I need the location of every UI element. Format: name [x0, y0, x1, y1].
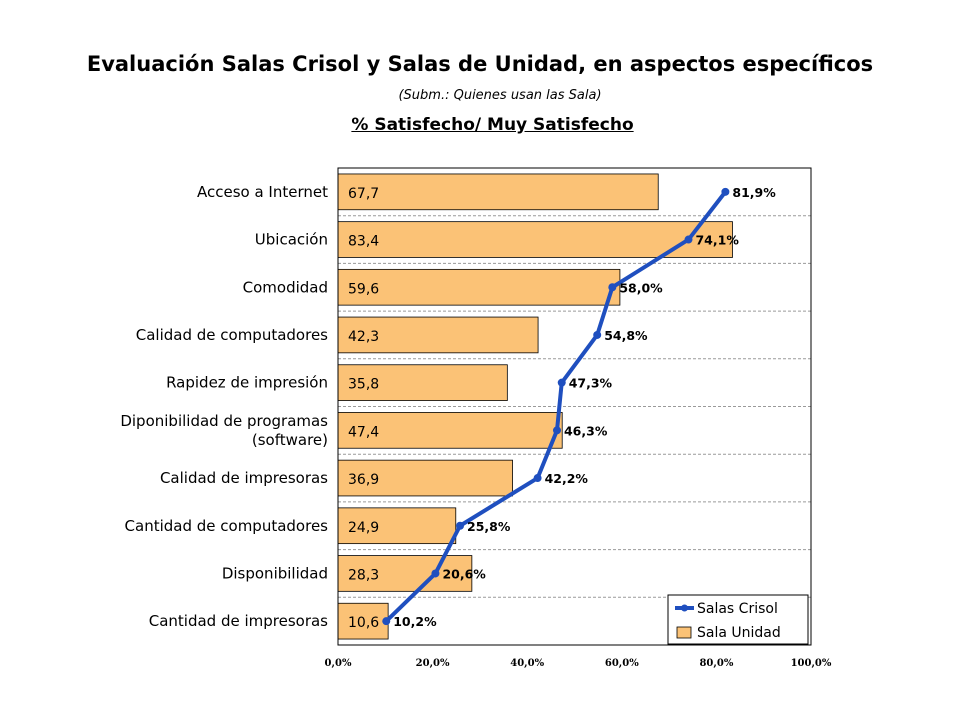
legend-bar-swatch — [676, 626, 692, 639]
bar-value-label: 67,7 — [348, 186, 379, 202]
x-tick-label: 100,0% — [791, 658, 832, 669]
legend: Salas Crisol Sala Unidad — [667, 594, 809, 645]
bar — [337, 364, 508, 401]
line-point — [721, 187, 730, 196]
line-value-label: 58,0% — [619, 280, 663, 295]
bar-value-label: 35,8 — [348, 377, 379, 393]
legend-label-salas-crisol: Salas Crisol — [697, 601, 778, 617]
measure-title-text: % Satisfecho/ Muy Satisfecho — [351, 115, 634, 135]
bar — [337, 221, 733, 258]
bar-value-label: 36,9 — [348, 472, 379, 488]
bar-value-label: 83,4 — [348, 234, 379, 250]
line-value-label: 54,8% — [604, 328, 648, 343]
legend-line-marker — [681, 604, 688, 612]
bar-value-labels: 67,7 83,4 59,6 42,3 35,8 47,4 36,9 24,9 28,3 10,6 — [348, 186, 379, 631]
chart-title-main: Evaluación Salas Crisol y Salas de Unida… — [86, 52, 874, 76]
category-label: Cantidad de computadores — [125, 517, 329, 535]
category-label: Comodidad — [243, 278, 328, 296]
line-point — [382, 617, 391, 626]
bar-value-label: 42,3 — [348, 329, 379, 345]
line-point — [684, 235, 693, 244]
x-tick-label: 40,0% — [510, 658, 544, 669]
line-value-label: 46,3% — [564, 423, 608, 438]
line-value-label: 47,3% — [569, 376, 613, 391]
line-value-label: 10,2% — [393, 614, 437, 629]
category-label: Disponibilidad — [222, 564, 328, 582]
series-line — [384, 190, 727, 623]
line-salas-crisol — [382, 187, 730, 626]
category-label: Calidad de impresoras — [160, 469, 328, 487]
legend-label-sala-unidad: Sala Unidad — [697, 625, 781, 641]
bar-value-label: 59,6 — [348, 281, 379, 297]
bar — [337, 316, 539, 354]
bar — [337, 268, 621, 306]
bar — [337, 507, 457, 545]
bar — [337, 555, 473, 592]
category-label: Diponibilidad de programas (software) — [120, 412, 328, 449]
line-point — [533, 474, 542, 483]
line-point — [608, 283, 617, 292]
x-tick-label: 0,0% — [325, 658, 352, 669]
line-point — [593, 330, 602, 339]
category-labels: Acceso a Internet Ubicación Comodidad Calid… — [120, 183, 328, 630]
bar-value-label: 47,4 — [348, 424, 379, 440]
x-tick-label: 20,0% — [416, 658, 450, 669]
line-value-label: 20,6% — [442, 566, 486, 581]
x-tick-label: 80,0% — [699, 658, 733, 669]
line-value-label: 25,8% — [467, 519, 511, 534]
category-label: Calidad de computadores — [136, 326, 328, 344]
plot-frame — [337, 167, 812, 646]
subtitle-text: (Subm.: Quienes usan las Sala) — [398, 88, 602, 103]
grid-lines — [338, 215, 811, 598]
bar — [337, 459, 513, 497]
category-label: Rapidez de impresión — [166, 374, 328, 392]
line-point — [552, 426, 561, 435]
category-label: Cantidad de impresoras — [149, 612, 328, 630]
bar — [337, 173, 659, 211]
bar-value-label: 24,9 — [348, 520, 379, 536]
line-value-label: 42,2% — [545, 471, 589, 486]
line-value-label: 74,1% — [695, 233, 739, 248]
line-point — [456, 521, 465, 530]
line-value-labels: 81,9% 74,1% 58,0% 54,8% 47,3% 46,3% 42,2% 25,8%… — [393, 185, 776, 629]
line-point — [557, 378, 566, 387]
plot-border — [337, 167, 812, 646]
line-point — [431, 569, 440, 578]
chart-measure-title: % Satisfecho/ Muy Satisfecho — [0, 115, 960, 135]
bar-value-label: 10,6 — [348, 615, 379, 631]
bar — [337, 602, 389, 640]
x-tick-label: 60,0% — [605, 658, 639, 669]
bar — [337, 412, 563, 449]
category-label: Ubicación — [255, 231, 328, 249]
line-value-label: 81,9% — [732, 185, 776, 200]
chart-subtitle: (Subm.: Quienes usan las Sala) — [0, 88, 960, 103]
bar-value-label: 28,3 — [348, 567, 379, 583]
category-label: Acceso a Internet — [197, 183, 328, 201]
x-tick-labels: 0,0% 20,0% 40,0% 60,0% 80,0% 100,0% — [325, 658, 832, 669]
